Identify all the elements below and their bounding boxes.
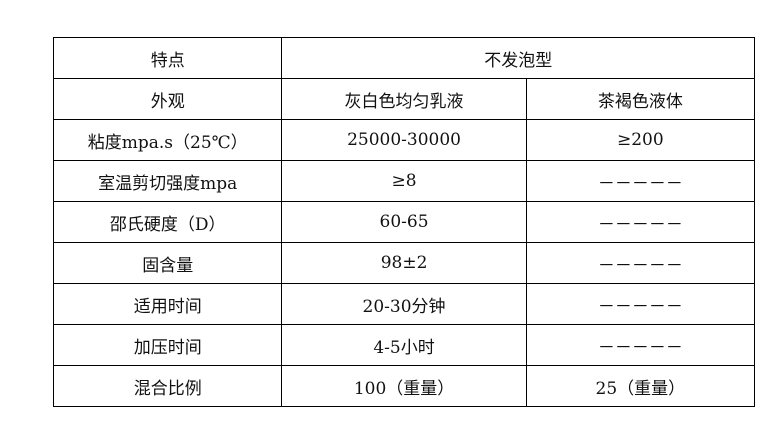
header-feature: 特点 — [52, 37, 283, 79]
table-row: 加压时间 4-5小时 －－－－－ — [52, 324, 756, 366]
row-label: 粘度mpa.s（25℃） — [52, 119, 283, 161]
row-value-a: 20-30分钟 — [281, 283, 527, 325]
row-value-b: －－－－－ — [525, 160, 756, 202]
row-label: 固含量 — [52, 242, 283, 284]
row-value-b: －－－－－ — [525, 201, 756, 243]
table-row: 邵氏硬度（D） 60-65 －－－－－ — [52, 201, 756, 243]
row-value-a: 100（重量） — [281, 365, 527, 407]
row-value-a: 灰白色均匀乳液 — [281, 78, 527, 120]
table-row: 外观 灰白色均匀乳液 茶褐色液体 — [52, 78, 756, 120]
table-row: 混合比例 100（重量） 25（重量） — [52, 365, 756, 407]
row-label: 混合比例 — [52, 365, 283, 407]
table-row: 粘度mpa.s（25℃） 25000-30000 ≥200 — [52, 119, 756, 161]
table-row: 适用时间 20-30分钟 －－－－－ — [52, 283, 756, 325]
row-label: 外观 — [52, 78, 283, 120]
row-label: 适用时间 — [52, 283, 283, 325]
row-label: 邵氏硬度（D） — [52, 201, 283, 243]
properties-table: 特点 不发泡型 外观 灰白色均匀乳液 茶褐色液体 粘度mpa.s（25℃） 25… — [52, 37, 756, 407]
row-value-b: －－－－－ — [525, 283, 756, 325]
row-value-b: 茶褐色液体 — [525, 78, 756, 120]
row-label: 加压时间 — [52, 324, 283, 366]
row-value-a: 25000-30000 — [281, 119, 527, 161]
row-value-b: －－－－－ — [525, 324, 756, 366]
table-row: 室温剪切强度mpa ≥8 －－－－－ — [52, 160, 756, 202]
header-row: 特点 不发泡型 — [52, 37, 755, 79]
row-value-b: －－－－－ — [525, 242, 756, 284]
row-value-a: 60-65 — [281, 201, 527, 243]
table-row: 固含量 98±2 －－－－－ — [52, 242, 756, 284]
row-label: 室温剪切强度mpa — [52, 160, 283, 202]
row-value-b: 25（重量） — [525, 365, 756, 407]
row-value-a: 98±2 — [281, 242, 527, 284]
header-type: 不发泡型 — [281, 37, 755, 79]
row-value-a: 4-5小时 — [281, 324, 527, 366]
row-value-a: ≥8 — [281, 160, 527, 202]
row-value-b: ≥200 — [525, 119, 756, 161]
